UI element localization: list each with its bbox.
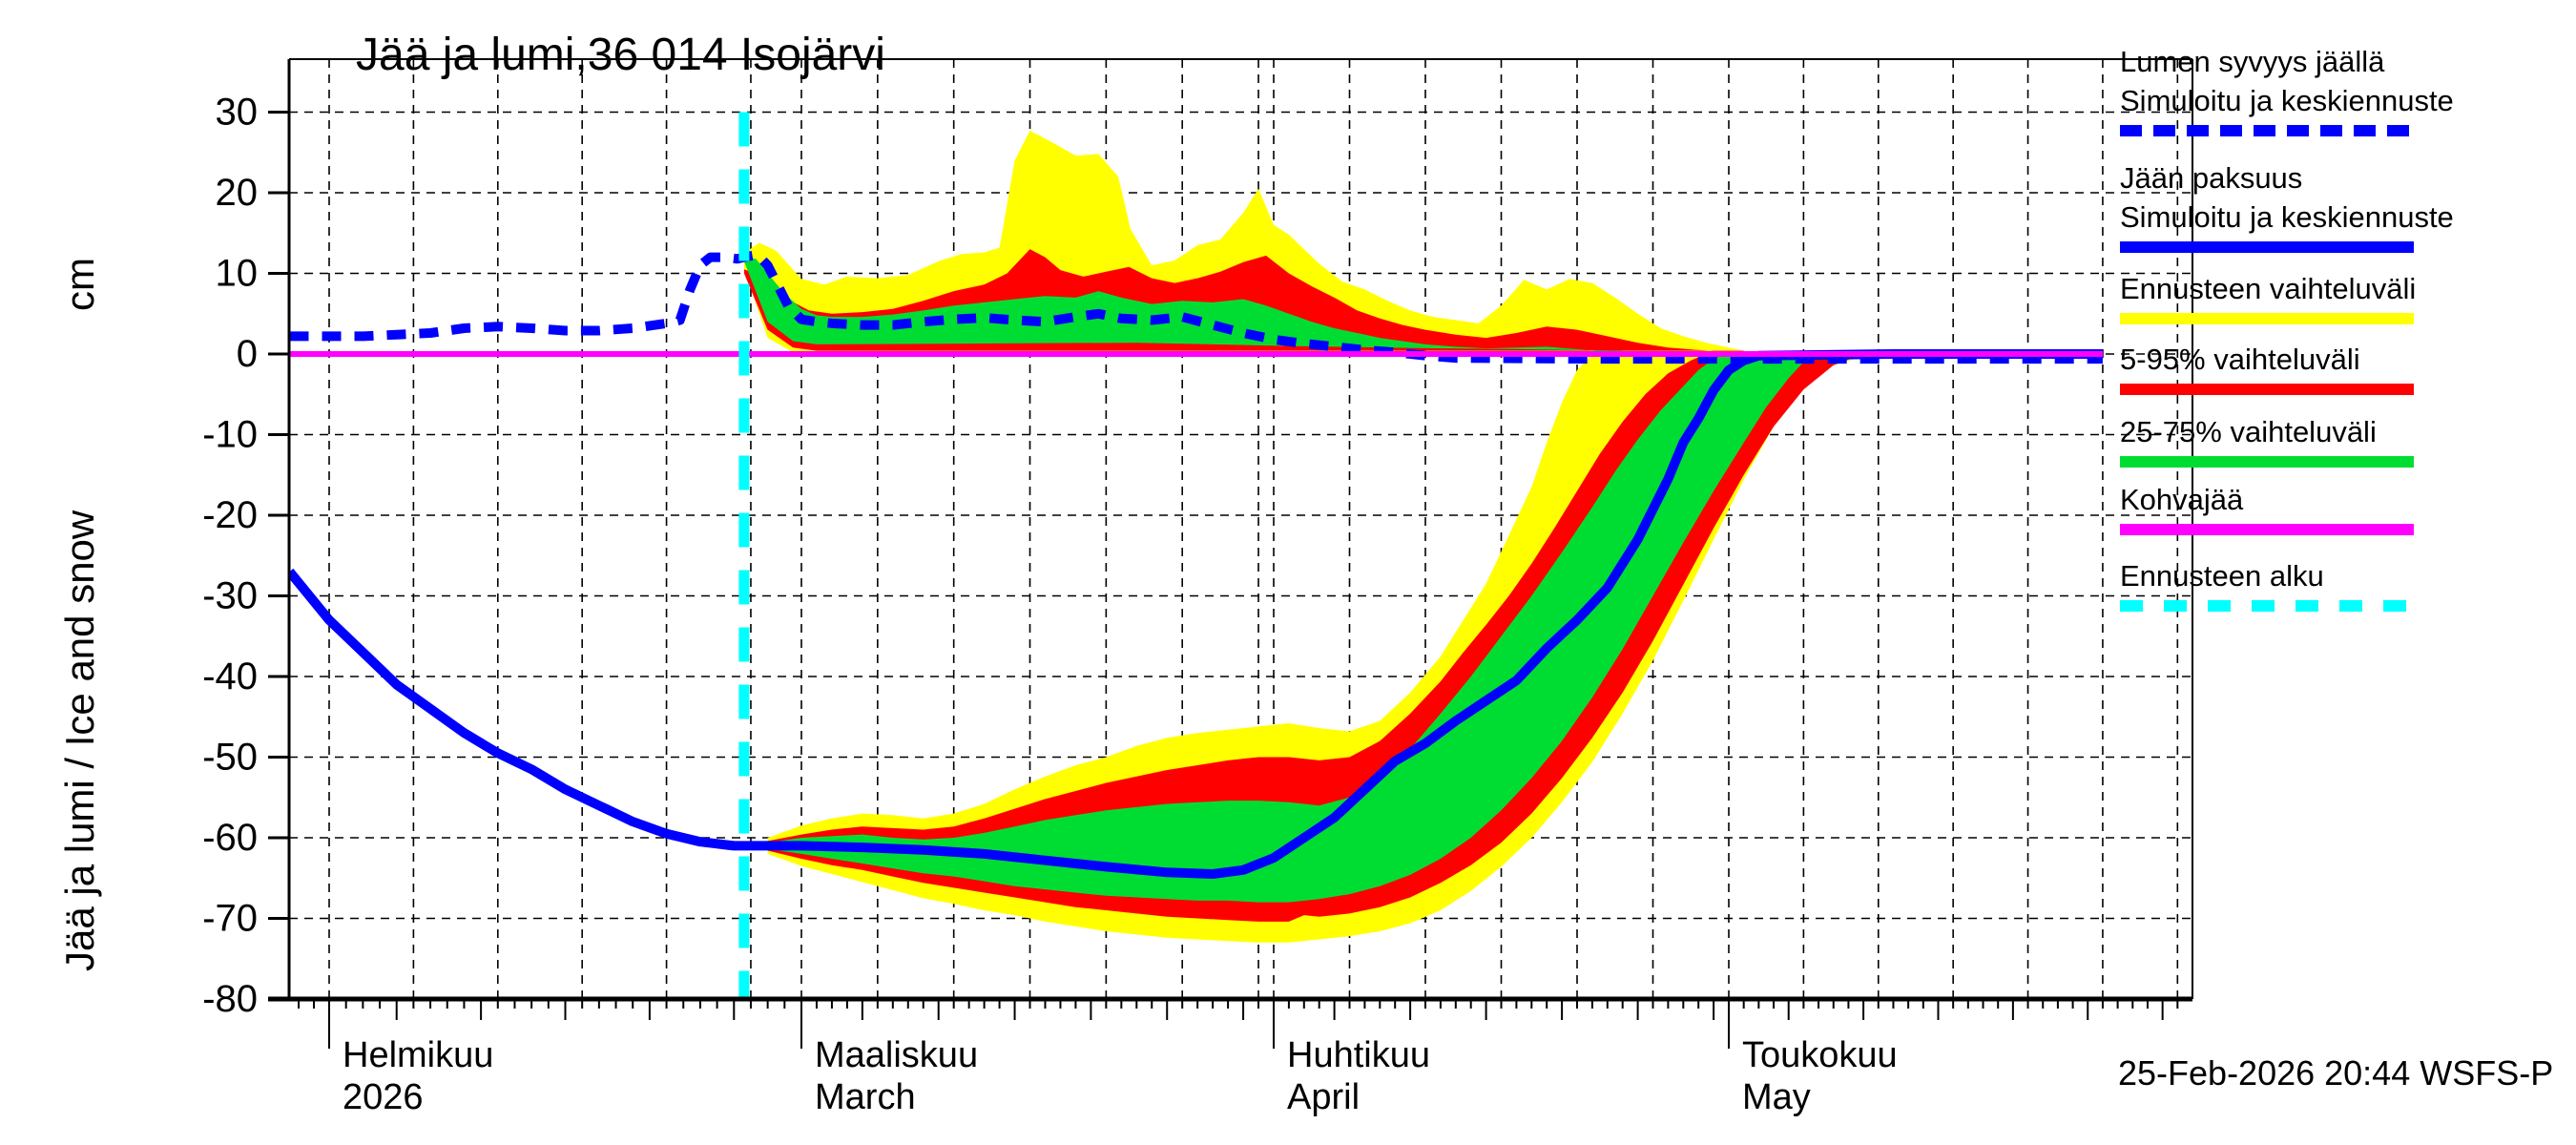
legend-label: Ennusteen vaihteluväli — [2120, 272, 2417, 305]
legend-item-ice-thickness: Jään paksuus Simuloitu ja keskiennuste — [2120, 158, 2454, 253]
y-tick-label: 20 — [216, 172, 259, 214]
y-tick-label: -10 — [202, 414, 258, 456]
plot-content — [289, 59, 2192, 999]
legend-sample-red — [2120, 384, 2414, 395]
legend: Lumen syvyys jäällä Simuloitu ja keskien… — [2120, 0, 2559, 668]
band-snow_range_25_75 — [743, 257, 1623, 354]
band-ice_range_5_95 — [767, 354, 1864, 922]
legend-item-forecast-range: Ennusteen vaihteluväli — [2120, 269, 2425, 324]
y-axis-unit: cm — [57, 258, 102, 311]
x-axis-month-february: Helmikuu 2026 — [343, 1034, 493, 1118]
timestamp: 25-Feb-2026 20:44 WSFS-P — [2118, 1053, 2554, 1093]
legend-label: Simuloitu ja keskiennuste — [2120, 200, 2454, 234]
y-tick-label: -40 — [202, 656, 258, 697]
y-tick-label: -60 — [202, 817, 258, 859]
legend-label: Simuloitu ja keskiennuste — [2120, 84, 2454, 117]
month-sub: 2026 — [343, 1077, 424, 1117]
x-axis-month-may: Toukokuu May — [1742, 1034, 1898, 1118]
legend-sample-blue-solid — [2120, 241, 2414, 253]
legend-item-kohvajaa: Kohvajää — [2120, 480, 2425, 535]
axis-box — [268, 58, 2193, 1002]
y-tick-label: -70 — [202, 898, 258, 940]
legend-item-forecast-start: Ennusteen alku — [2120, 556, 2425, 612]
legend-sample-green — [2120, 456, 2414, 468]
legend-item-5-95: 5-95% vaihteluväli — [2120, 340, 2425, 395]
x-ticks — [298, 999, 2179, 1049]
month-name: Toukokuu — [1742, 1035, 1898, 1075]
month-sub: April — [1287, 1077, 1361, 1117]
month-name: Helmikuu — [343, 1035, 494, 1075]
y-tick-label: 0 — [237, 333, 258, 375]
month-name: Maaliskuu — [815, 1035, 979, 1075]
legend-item-25-75: 25-75% vaihteluväli — [2120, 412, 2425, 468]
y-tick-label: -30 — [202, 575, 258, 617]
x-axis-month-april: Huhtikuu April — [1287, 1034, 1430, 1118]
y-tick-label: 30 — [216, 92, 259, 134]
x-axis-month-march: Maaliskuu March — [815, 1034, 978, 1118]
legend-sample-cyan-dashed — [2120, 600, 2414, 612]
y-tick-label: -50 — [202, 737, 258, 779]
legend-label: 5-95% vaihteluväli — [2120, 343, 2360, 376]
y-ticks: 30 20 10 0 -10 -20 -30 -40 -50 -60 -70 -80 — [202, 92, 289, 1020]
legend-label: Kohvajää — [2120, 483, 2244, 516]
legend-sample-magenta — [2120, 524, 2414, 535]
legend-sample-yellow — [2120, 313, 2414, 324]
line-ice-thickness — [289, 349, 2103, 879]
month-sub: May — [1742, 1077, 1811, 1117]
line-snow-depth — [289, 250, 2103, 364]
y-tick-label: -20 — [202, 494, 258, 536]
y-tick-label: 10 — [216, 253, 259, 295]
month-name: Huhtikuu — [1287, 1035, 1430, 1075]
y-tick-label: -80 — [202, 978, 258, 1020]
y-axis-label: Jää ja lumi / Ice and snow — [57, 510, 102, 971]
legend-label: Lumen syvyys jäällä — [2120, 45, 2385, 78]
legend-item-snow-depth: Lumen syvyys jäällä Simuloitu ja keskien… — [2120, 42, 2454, 136]
legend-sample-blue-dashed — [2120, 125, 2414, 136]
chart-title: Jää ja lumi,36 014 Isojärvi — [356, 30, 885, 80]
legend-label: 25-75% vaihteluväli — [2120, 415, 2377, 448]
legend-label: Jään paksuus — [2120, 161, 2303, 195]
month-sub: March — [815, 1077, 916, 1117]
legend-label: Ennusteen alku — [2120, 559, 2324, 593]
